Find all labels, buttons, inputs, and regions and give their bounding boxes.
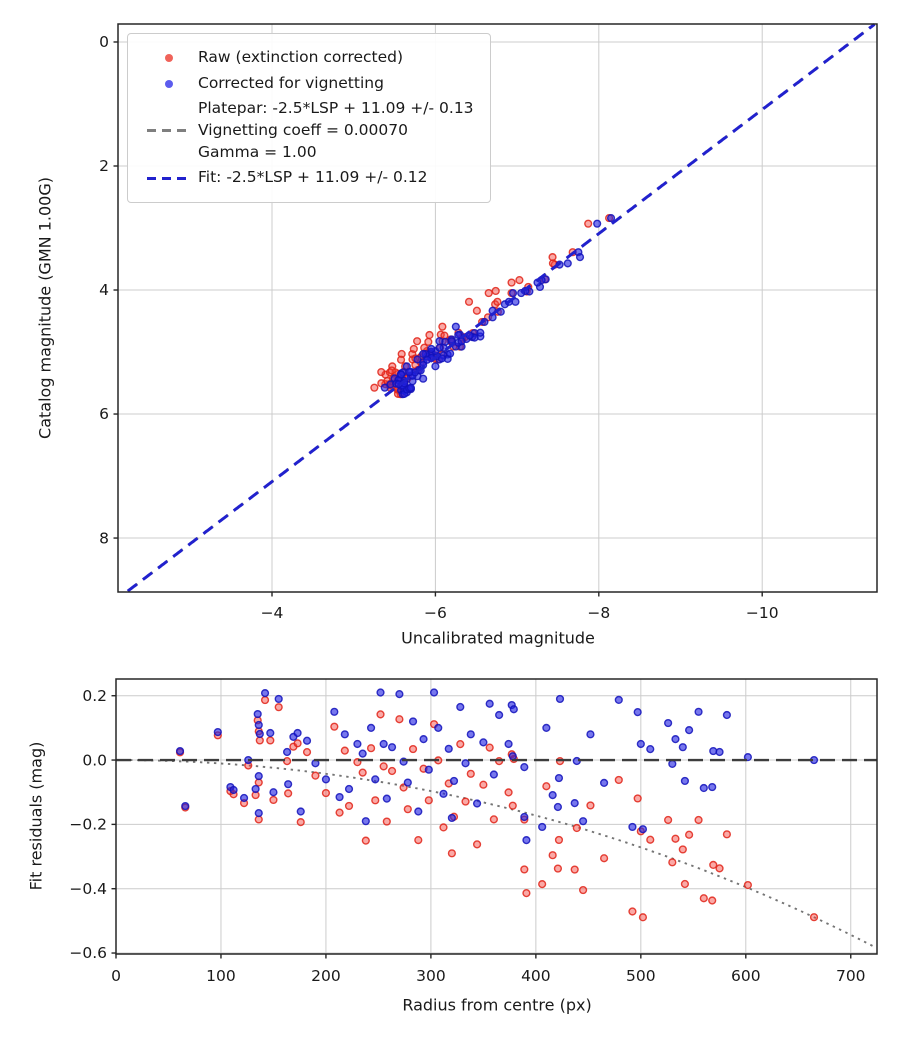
top-xlabel: Uncalibrated magnitude <box>401 628 595 648</box>
bottom-plot-xtick-label: 400 <box>521 967 551 985</box>
fit-line <box>126 23 876 593</box>
top-plot-axes: −4 −6 −8 −10 0 2 4 6 8 <box>99 23 878 622</box>
bottom-plot-xtick-label: 100 <box>206 967 236 985</box>
vignetting-model-curve <box>116 759 877 949</box>
top-plot-xtick-label: −10 <box>746 604 779 622</box>
top-ylabel: Catalog magnitude (GMN 1.00G) <box>35 177 55 439</box>
top-plot-ytick-label: 6 <box>99 405 109 423</box>
bottom-plot-ytick-label: 0.0 <box>82 751 107 769</box>
bottom-plot-ytick-label: −0.2 <box>69 816 107 834</box>
top-plot-xtick-label: −4 <box>261 604 284 622</box>
legend-raw-label: Raw (extinction corrected) <box>198 48 404 66</box>
legend-row-fit: Fit: -2.5*LSP + 11.09 +/- 0.12 <box>140 167 474 189</box>
legend-platepar-line1: Platepar: -2.5*LSP + 11.09 +/- 0.13 <box>198 99 474 118</box>
corrected-marker-icon <box>165 79 173 88</box>
legend-platepar-line3: Gamma = 1.00 <box>198 142 317 161</box>
top-plot-xtick-label: −8 <box>587 604 610 622</box>
bottom-plot-ytick-label: −0.6 <box>69 944 107 962</box>
top-plot-ytick-label: 0 <box>99 33 109 51</box>
top-plot-ytick-label: 2 <box>99 157 109 175</box>
bottom-plot-xtick-label: 300 <box>416 967 446 985</box>
bottom-plot-xtick-label: 500 <box>626 967 656 985</box>
bottom-xlabel: Radius from centre (px) <box>402 995 592 1015</box>
bottom-plot-xtick-label: 0 <box>111 967 121 985</box>
top-corrected-scatter <box>380 213 616 399</box>
legend-corrected-label: Corrected for vignetting <box>198 73 384 92</box>
bottom-plot-ytick-label: −0.4 <box>69 880 107 898</box>
bottom-plot-xtick-label: 600 <box>731 967 761 985</box>
legend-fit-label: Fit: -2.5*LSP + 11.09 +/- 0.12 <box>198 168 428 187</box>
bottom-plot-xtick-label: 700 <box>836 967 866 985</box>
platepar-dash-icon <box>147 129 191 133</box>
bottom-corrected-scatter <box>175 688 819 845</box>
bottom-ylabel: Fit residuals (mag) <box>26 741 46 891</box>
legend-platepar-line2: Vignetting coeff = 0.00070 <box>198 121 408 140</box>
top-plot-xtick-label: −6 <box>424 604 447 622</box>
raw-marker-icon <box>165 53 173 62</box>
legend-row-raw: Raw (extinction corrected) <box>140 47 474 69</box>
legend-row-platepar: Platepar: -2.5*LSP + 11.09 +/- 0.13 Vign… <box>140 98 474 163</box>
legend: Raw (extinction corrected) Corrected for… <box>127 33 491 204</box>
legend-row-corrected: Corrected for vignetting <box>140 73 474 95</box>
bottom-plot-ytick-label: 0.2 <box>82 687 107 705</box>
bottom-plot-axes: 0 100 200 300 400 500 600 700 0.2 0.0 −0.2 −0.4 −0.6 <box>69 678 878 985</box>
top-plot-ytick-label: 4 <box>99 281 109 299</box>
top-plot-ytick-label: 8 <box>99 529 109 547</box>
bottom-plot-xtick-label: 200 <box>311 967 341 985</box>
fit-dash-icon <box>147 176 191 180</box>
